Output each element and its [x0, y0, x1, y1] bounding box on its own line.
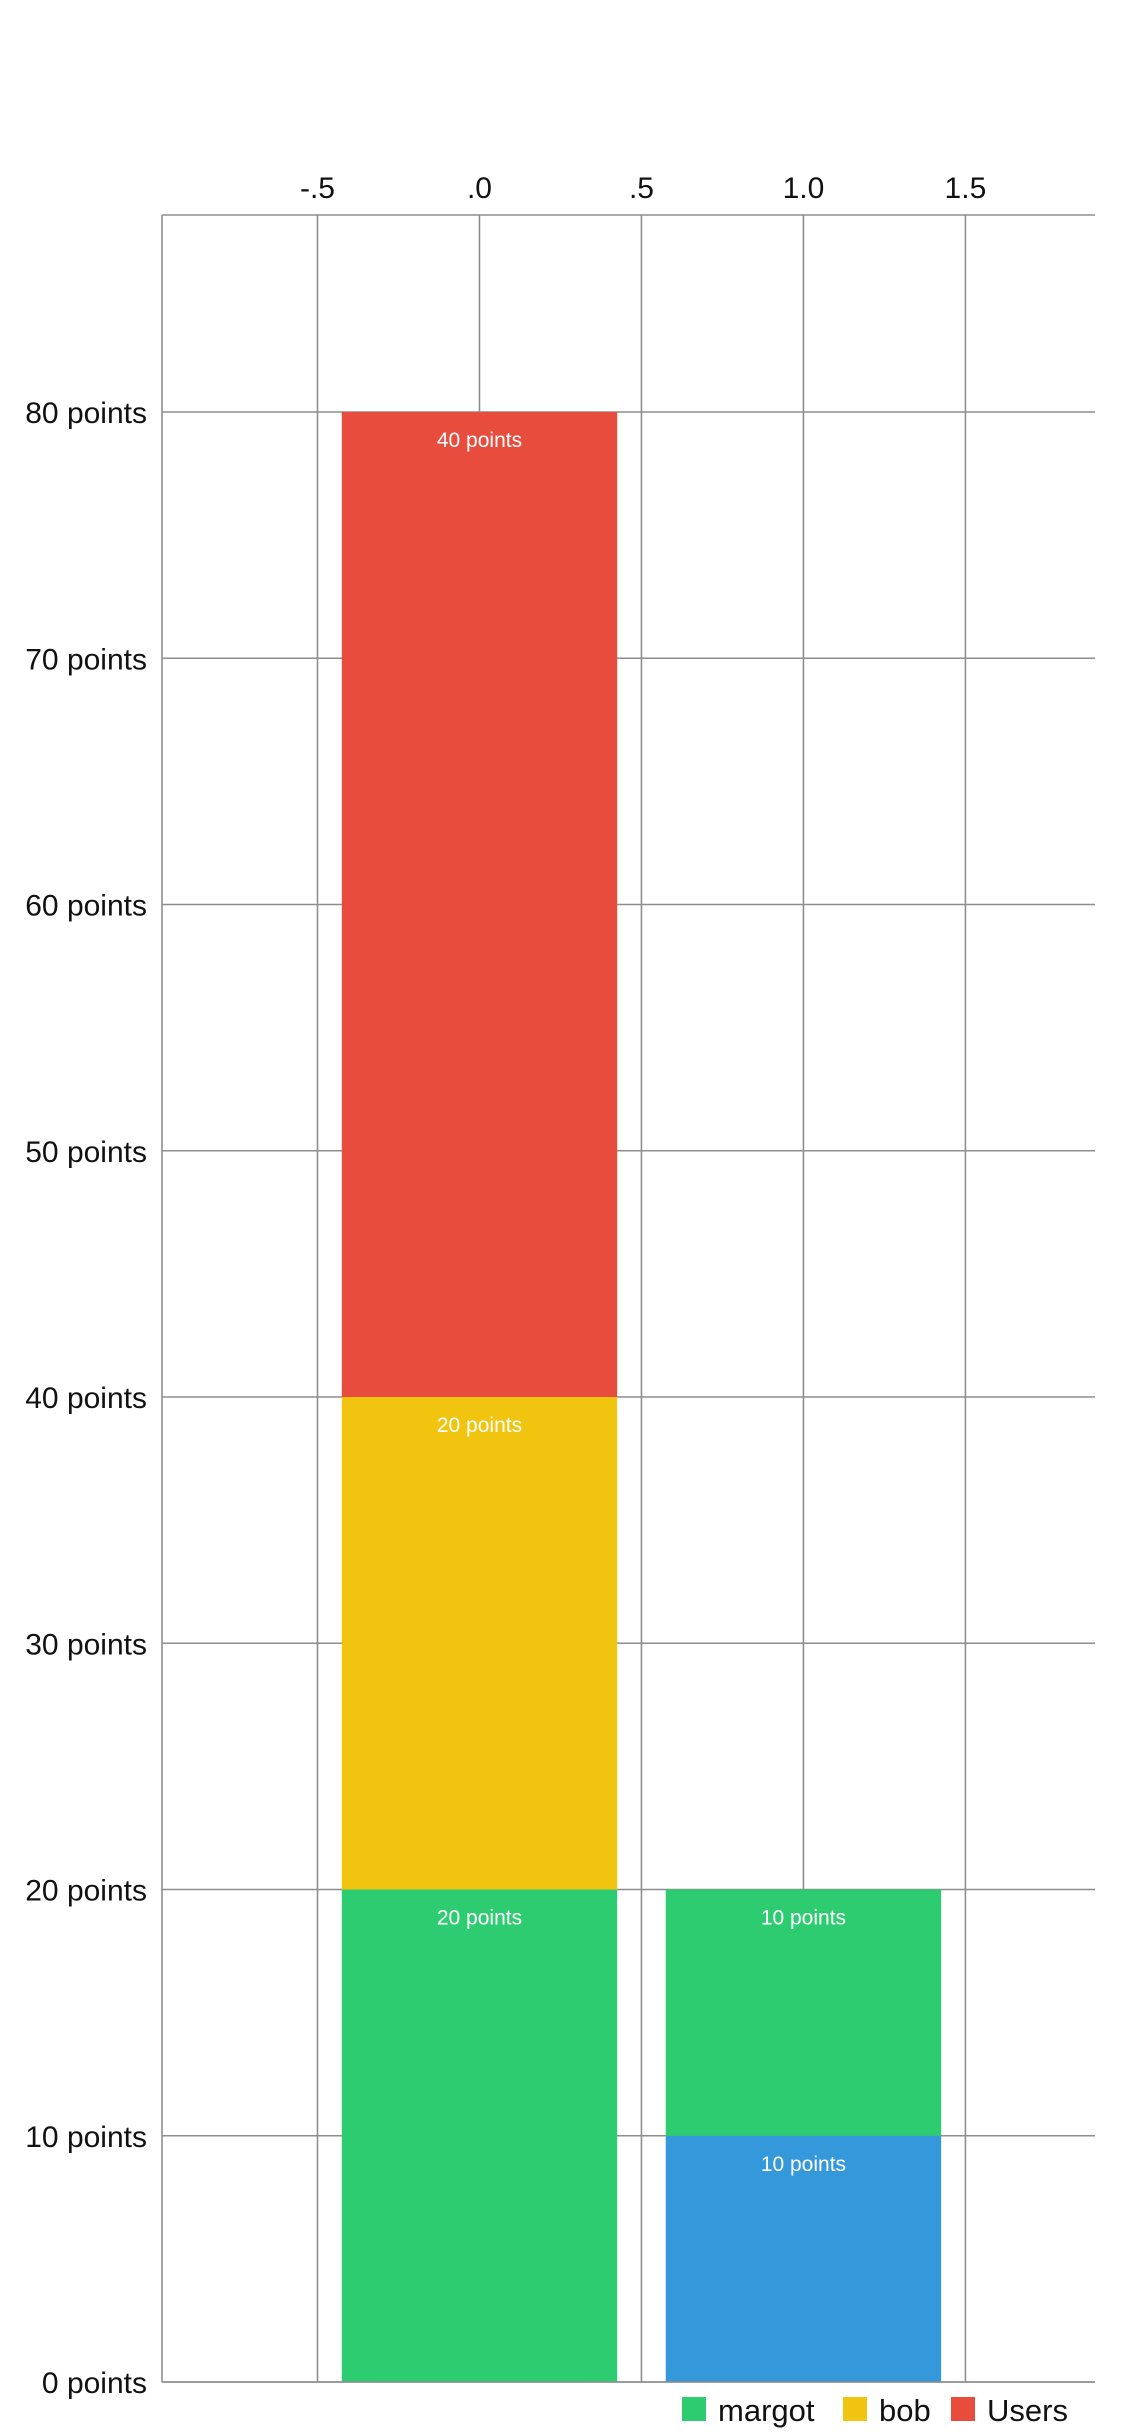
x-tick-label: 1.0: [783, 172, 825, 205]
bar-value-label: 10 points: [761, 1907, 846, 1930]
data-labels: 20 points 20 points 40 points 10 points 10 p…: [437, 429, 846, 2176]
legend-swatch: [682, 2397, 706, 2421]
legend-label: margot: [718, 2393, 815, 2428]
x-tick-label: 1.5: [945, 172, 987, 205]
bar-segment: [341, 412, 618, 1397]
y-tick-label: 40 points: [25, 1382, 147, 1415]
y-tick-label: 20 points: [25, 1875, 147, 1908]
y-tick-label: 80 points: [25, 397, 147, 430]
bar-segment: [665, 2135, 942, 2382]
bar-value-label: 10 points: [761, 2153, 846, 2176]
y-tick-label: 70 points: [25, 643, 147, 676]
y-tick-label: 0 points: [42, 2367, 147, 2400]
x-tick-label: .5: [629, 172, 654, 205]
grid: [162, 215, 1095, 2383]
bar-segment: [341, 1889, 618, 2382]
y-tick-label: 30 points: [25, 1628, 147, 1661]
y-tick-label: 50 points: [25, 1136, 147, 1169]
bars: [341, 412, 942, 2382]
bar-value-label: 20 points: [437, 1414, 522, 1437]
axes: -.5 .0 .5 1.0 1.5 0 points 10 points 20 points 3…: [25, 172, 1095, 2400]
y-tick-label: 60 points: [25, 890, 147, 923]
legend-swatch: [843, 2397, 867, 2421]
bar-segment: [341, 1397, 618, 1890]
legend-item: bob: [843, 2393, 931, 2428]
bar-segment: [665, 1889, 942, 2136]
bar-value-label: 20 points: [437, 1907, 522, 1930]
x-tick-label: .0: [467, 172, 492, 205]
legend: margot bob Users: [682, 2393, 1068, 2428]
x-tick-label: -.5: [300, 172, 335, 205]
bar-value-label: 40 points: [437, 429, 522, 452]
legend-label: Users: [987, 2393, 1068, 2428]
legend-swatch: [951, 2397, 975, 2421]
legend-item: margot: [682, 2393, 815, 2428]
y-tick-label: 10 points: [25, 2121, 147, 2154]
legend-label: bob: [879, 2393, 931, 2428]
legend-item: Users: [951, 2393, 1068, 2428]
